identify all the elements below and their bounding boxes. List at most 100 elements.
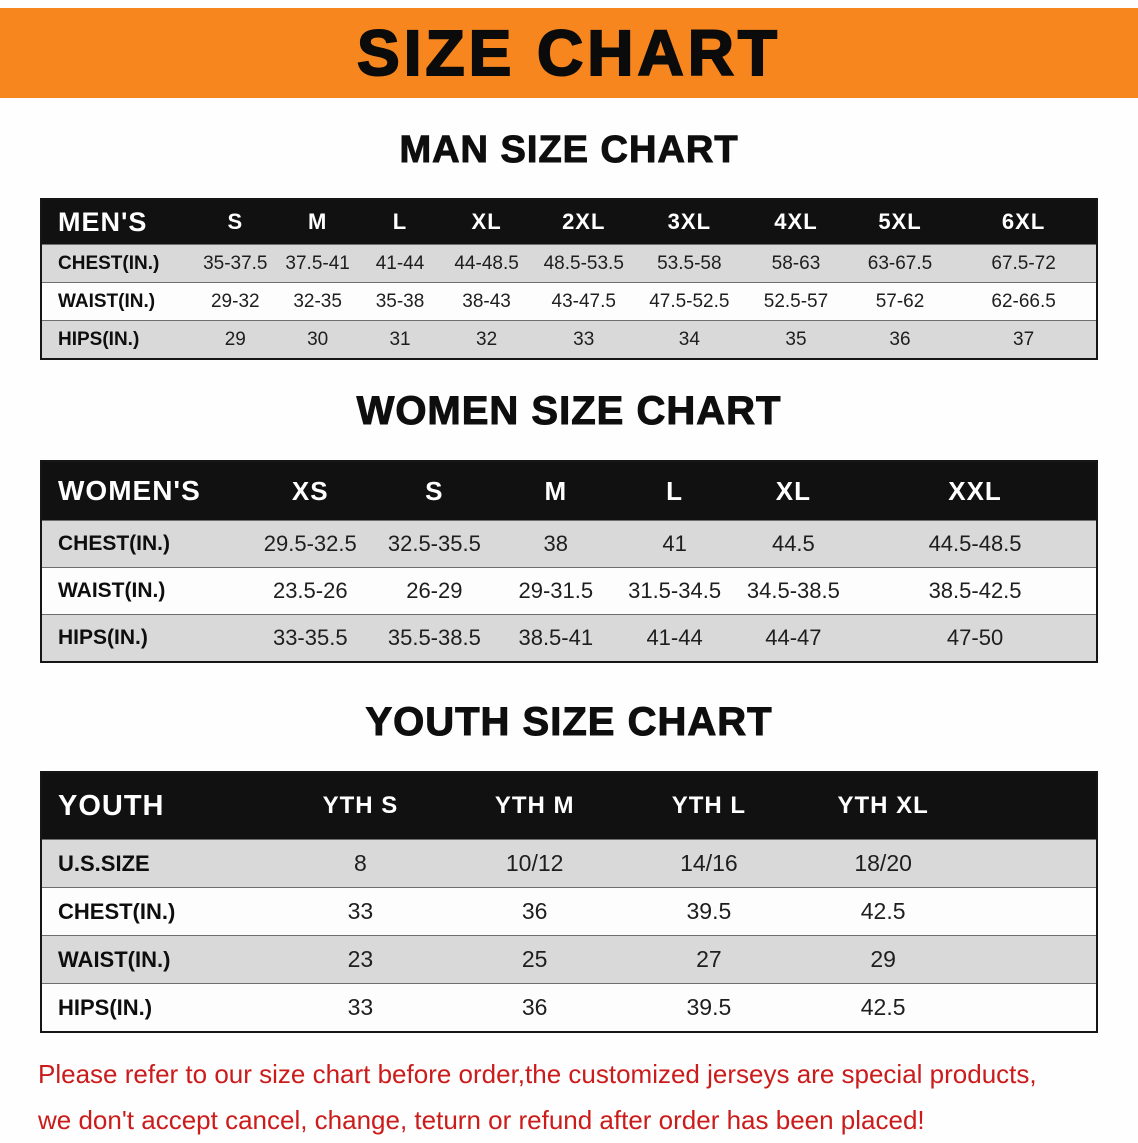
row-label: HIPS(IN.) <box>58 626 148 649</box>
table-row: WAIST(IN.) 23.5-26 26-29 29-31.5 31.5-34… <box>41 567 1097 615</box>
table-cell: 29 <box>870 946 896 972</box>
row-label: CHEST(IN.) <box>58 252 160 274</box>
column-header: M <box>495 461 617 521</box>
table-cell: 35-37.5 <box>203 252 268 274</box>
table-cell: 44-47 <box>765 625 822 650</box>
table-cell: 53.5-58 <box>657 252 722 274</box>
column-header: XL <box>732 461 855 521</box>
table-cell: 33 <box>347 898 374 924</box>
row-label: U.S.SIZE <box>58 850 150 876</box>
table-cell: 38.5-42.5 <box>928 578 1022 603</box>
table-cell: 38-43 <box>462 290 511 312</box>
table-cell: 36 <box>521 994 548 1020</box>
table-row: CHEST(IN.) 33 36 39.5 42.5 <box>41 887 1097 936</box>
men-section-heading: MAN SIZE CHART <box>399 129 739 172</box>
column-header: 6XL <box>951 199 1097 245</box>
youth-header-row: YOUTH YTH S YTH M YTH L YTH XL <box>41 772 1097 840</box>
table-cell: 34 <box>678 328 700 350</box>
table-cell: 39.5 <box>686 994 732 1020</box>
table-row: HIPS(IN.) 33 36 39.5 42.5 <box>41 983 1097 1033</box>
column-header: M <box>276 199 359 245</box>
row-label: CHEST(IN.) <box>58 532 170 555</box>
table-cell: 14/16 <box>680 850 738 876</box>
table-cell: 35.5-38.5 <box>387 625 481 650</box>
table-cell: 57-62 <box>875 290 925 312</box>
women-header-row: WOMEN'S XS S M L XL XXL <box>41 461 1097 521</box>
table-cell: 37.5-41 <box>285 252 350 274</box>
table-cell: 18/20 <box>854 850 912 876</box>
table-cell: 41 <box>662 531 687 556</box>
table-cell: 42.5 <box>860 994 906 1020</box>
table-cell: 41-44 <box>375 252 425 274</box>
women-section-heading: WOMEN SIZE CHART <box>356 389 782 434</box>
table-row: WAIST(IN.) 23 25 27 29 <box>41 935 1097 984</box>
women-size-table: WOMEN'S XS S M L XL XXL CHEST(IN.) 29.5-… <box>40 460 1098 663</box>
table-cell: 29-31.5 <box>518 578 594 603</box>
spacer-cell <box>970 840 1097 888</box>
table-cell: 31.5-34.5 <box>628 578 722 603</box>
table-cell: 52.5-57 <box>763 290 829 312</box>
table-cell: 44.5-48.5 <box>928 531 1022 556</box>
footer-line-2: we don't accept cancel, change, teturn o… <box>38 1105 925 1135</box>
spacer-cell <box>970 772 1097 840</box>
row-label: WAIST(IN.) <box>58 290 156 312</box>
table-cell: 29 <box>224 328 246 350</box>
column-header: 3XL <box>635 199 744 245</box>
table-row: CHEST(IN.) 35-37.5 37.5-41 41-44 44-48.5… <box>41 244 1097 283</box>
table-cell: 23.5-26 <box>272 578 348 603</box>
size-chart-banner: SIZE CHART <box>0 8 1138 98</box>
spacer-cell <box>970 936 1097 984</box>
table-row: CHEST(IN.) 29.5-32.5 32.5-35.5 38 41 44.… <box>41 520 1097 568</box>
table-cell: 47.5-52.5 <box>649 290 730 312</box>
table-cell: 36 <box>521 898 548 924</box>
youth-section-heading: YOUTH SIZE CHART <box>365 700 773 745</box>
youth-corner-label: YOUTH <box>41 772 274 840</box>
column-header: S <box>194 199 277 245</box>
table-cell: 29-32 <box>210 290 260 312</box>
column-header: YTH XL <box>796 772 971 840</box>
table-cell: 33-35.5 <box>272 625 348 650</box>
row-label: HIPS(IN.) <box>58 328 140 350</box>
table-cell: 48.5-53.5 <box>543 252 624 274</box>
row-label: CHEST(IN.) <box>58 898 176 924</box>
column-header: S <box>373 461 496 521</box>
table-cell: 10/12 <box>505 850 564 876</box>
column-header: 2XL <box>532 199 636 245</box>
table-cell: 27 <box>696 946 722 972</box>
spacer-cell <box>970 888 1097 936</box>
table-cell: 63-67.5 <box>867 252 933 274</box>
table-cell: 67.5-72 <box>991 252 1056 274</box>
column-header: XL <box>441 199 532 245</box>
table-cell: 38.5-41 <box>518 625 594 650</box>
table-cell: 34.5-38.5 <box>746 578 840 603</box>
column-header: YTH M <box>447 772 622 840</box>
men-header-row: MEN'S S M L XL 2XL 3XL 4XL 5XL 6XL <box>41 199 1097 245</box>
table-cell: 23 <box>347 946 374 972</box>
table-cell: 62-66.5 <box>991 290 1056 312</box>
row-label: WAIST(IN.) <box>58 946 171 972</box>
table-row: U.S.SIZE 8 10/12 14/16 18/20 <box>41 839 1097 888</box>
column-header: L <box>358 199 442 245</box>
table-cell: 47-50 <box>946 625 1004 650</box>
column-header: XS <box>246 461 374 521</box>
table-row: WAIST(IN.) 29-32 32-35 35-38 38-43 43-47… <box>41 282 1097 321</box>
table-cell: 44.5 <box>771 531 815 556</box>
table-cell: 25 <box>521 946 548 972</box>
column-header: YTH S <box>273 772 448 840</box>
table-row: HIPS(IN.) 29 30 31 32 33 34 35 36 37 <box>41 320 1097 359</box>
youth-size-table: YOUTH YTH S YTH M YTH L YTH XL U.S.SIZE … <box>40 771 1098 1033</box>
table-cell: 8 <box>354 850 367 876</box>
men-corner-label: MEN'S <box>41 199 195 245</box>
table-cell: 41-44 <box>646 625 703 650</box>
spacer-cell <box>970 984 1097 1033</box>
column-header: 5XL <box>848 199 952 245</box>
column-header: XXL <box>854 461 1097 521</box>
table-cell: 35-38 <box>375 290 425 312</box>
table-cell: 32-35 <box>293 290 342 312</box>
table-cell: 32.5-35.5 <box>387 531 481 556</box>
table-cell: 29.5-32.5 <box>263 531 357 556</box>
table-cell: 31 <box>389 328 411 350</box>
table-cell: 32 <box>476 328 498 350</box>
men-size-table: MEN'S S M L XL 2XL 3XL 4XL 5XL 6XL CHEST… <box>40 198 1098 360</box>
table-cell: 35 <box>785 328 807 350</box>
